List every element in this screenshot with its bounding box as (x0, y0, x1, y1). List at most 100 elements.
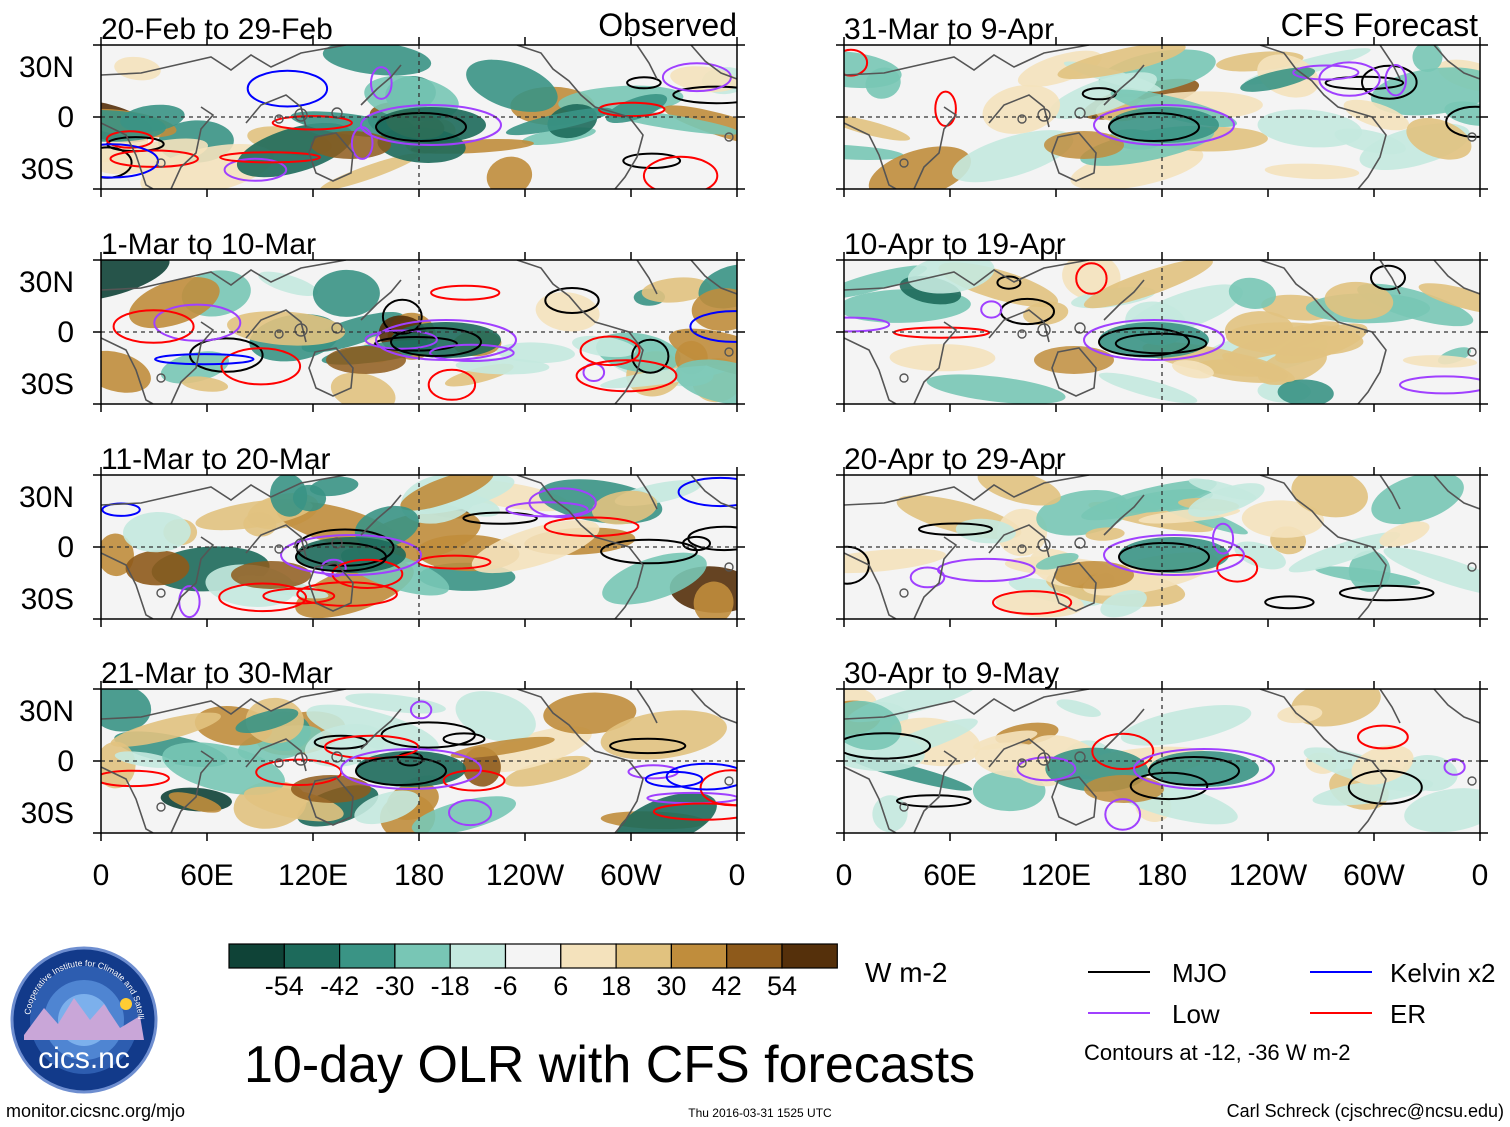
er-contour (652, 802, 737, 821)
coastline (636, 45, 658, 80)
mjo-contour (682, 535, 711, 552)
legend-label-mjo: MJO (1172, 958, 1227, 988)
mjo-contour (631, 338, 670, 374)
coastline (101, 45, 347, 76)
coastline (1017, 544, 1027, 554)
colorbar-swatch (726, 943, 783, 969)
coastline (245, 309, 307, 343)
coastline (608, 325, 644, 404)
coastline (1467, 562, 1477, 572)
er-contour (323, 734, 420, 760)
olr-anomaly-patch (466, 59, 558, 112)
low-contour (844, 316, 891, 333)
olr-anomaly-patch (982, 84, 1061, 134)
mjo-contour (1338, 584, 1435, 602)
olr-anomaly-patch (1098, 372, 1198, 404)
low-contour (375, 319, 517, 361)
er-contour (271, 115, 353, 131)
low-contour (1292, 64, 1360, 81)
mjo-contour (1118, 542, 1210, 572)
x-tick-label: 120E (278, 859, 348, 892)
coastline (1103, 494, 1145, 536)
coastline (1379, 45, 1401, 80)
coastline (274, 758, 284, 768)
low-contour (909, 566, 946, 589)
olr-anomaly-patch (1172, 360, 1214, 379)
coastline (690, 260, 737, 295)
olr-anomaly-patch (181, 376, 229, 392)
coastline (844, 122, 897, 189)
coastline (724, 562, 734, 572)
observed-header: Observed (598, 7, 737, 43)
olr-anomaly-patch (1277, 379, 1334, 404)
coastline (1017, 329, 1027, 339)
coastline (636, 689, 658, 724)
coastline (170, 321, 215, 404)
mjo-contour (1098, 327, 1190, 357)
colorbar-swatch (670, 943, 728, 969)
mjo-contour (672, 85, 737, 105)
coastline (156, 588, 166, 598)
coastline (245, 738, 307, 772)
olr-anomaly-patch (1257, 109, 1363, 148)
coastline (636, 260, 658, 295)
logo-wordmark: cics.nc (38, 1042, 130, 1075)
forecast-header: CFS Forecast (1281, 7, 1478, 43)
er-contour (1091, 732, 1155, 771)
olr-anomaly-patch (844, 265, 928, 300)
coastline (988, 738, 1050, 772)
olr-anomaly-patch (591, 490, 658, 525)
coastline (331, 322, 343, 334)
olr-anomaly-patch (114, 751, 176, 768)
y-tick-label: 0 (57, 316, 74, 349)
olr-anomaly-patch (479, 726, 592, 773)
olr-anomaly-patch (1288, 531, 1401, 573)
colorbar-tick-label: -18 (431, 971, 470, 1001)
coastline (913, 321, 958, 404)
y-tick-label: 30N (19, 481, 74, 514)
panel-6: 10-Apr to 19-Apr (836, 228, 1488, 412)
low-contour (528, 487, 597, 519)
er-contour (597, 101, 666, 118)
mjo-contour (918, 522, 993, 536)
olr-anomaly-patch (235, 708, 299, 734)
coastline (1379, 475, 1401, 510)
olr-anomaly-patch (345, 693, 446, 714)
mjo-contour (390, 327, 482, 357)
low-contour (1083, 319, 1225, 361)
y-tick-label: 0 (57, 745, 74, 778)
er-contour (101, 769, 170, 788)
coastline (844, 475, 1090, 506)
olr-anomaly-patch (1291, 475, 1368, 518)
er-contour (112, 309, 195, 344)
coastline (1074, 322, 1086, 334)
coastline (1467, 132, 1477, 142)
olr-anomaly-patch (1234, 541, 1286, 570)
olr-anomaly-patch (243, 786, 344, 822)
olr-anomaly-patch (168, 792, 222, 813)
colorbar-unit: W m-2 (865, 957, 947, 988)
x-tick-label: 0 (1472, 859, 1489, 892)
coastline (1103, 708, 1145, 750)
mjo-contour (544, 287, 600, 314)
mjo-contour (600, 538, 698, 565)
panel-1: 20-Feb to 29-Feb 30N 0 30S (19, 13, 745, 197)
er-contour (218, 582, 308, 613)
olr-anomaly-patch (1241, 500, 1324, 538)
colorbar-swatch (449, 943, 507, 969)
olr-anomaly-patch (411, 796, 517, 833)
olr-anomaly-patch (889, 344, 996, 372)
mjo-contour (844, 732, 932, 760)
coastline (1259, 475, 1353, 542)
panel-8: 30-Apr to 9-May (836, 657, 1488, 841)
coastline (1433, 260, 1480, 295)
coastline (308, 132, 354, 182)
coastline (844, 766, 897, 833)
olr-anomaly-core (291, 775, 371, 803)
mjo-contour (1114, 332, 1208, 355)
x-tick-label: 60E (923, 859, 976, 892)
panel-period-label: 30-Apr to 9-May (844, 657, 1059, 690)
coastline (1351, 540, 1387, 619)
olr-anomaly-patch (101, 689, 152, 732)
